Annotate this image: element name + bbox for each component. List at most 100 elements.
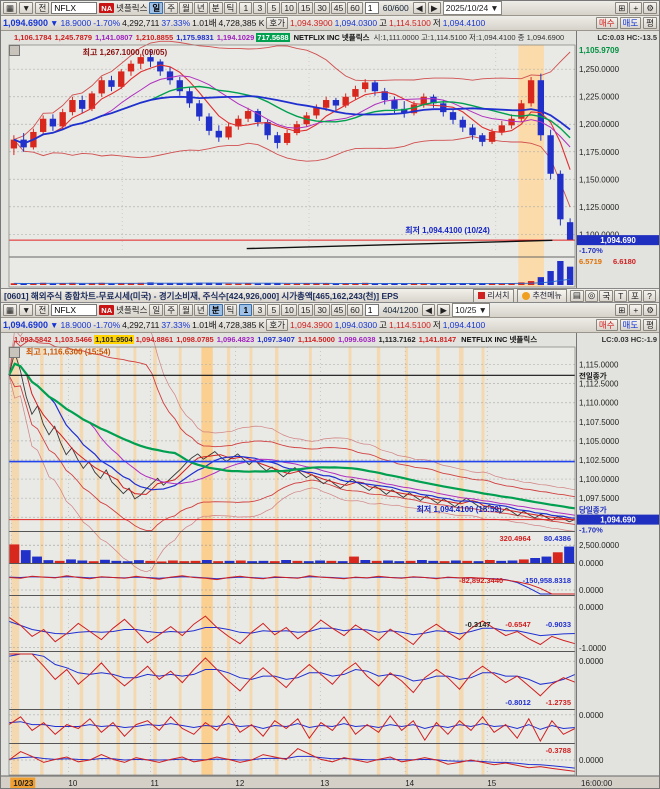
window-menu-icon[interactable]: ▦ <box>3 2 18 14</box>
interval-button[interactable]: 60 <box>347 2 363 14</box>
interval-button[interactable]: 5 <box>267 304 281 316</box>
daily-chart-panel[interactable]: 1,106.1784 1,245.7879 1,141.0807 1,210.8855… <box>1 31 659 288</box>
window-menu-icon[interactable]: ▦ <box>3 304 18 316</box>
daily-chart-canvas[interactable]: 1,250.0000 1,225.0000 1,200.0000 1,175.0000… <box>1 31 659 288</box>
interval-button[interactable]: 15 <box>297 2 314 14</box>
period-button[interactable]: 월 <box>179 2 193 14</box>
chart-text: 1,100.0000 <box>579 475 620 484</box>
multi-chart-icon[interactable]: ⊞ <box>615 304 629 316</box>
multi-chart-icon[interactable]: ⊞ <box>615 2 629 14</box>
interval-button[interactable]: 5 <box>267 2 281 14</box>
menu-dropdown-icon[interactable]: ▼ <box>19 304 34 316</box>
period-button[interactable]: 주 <box>164 2 179 14</box>
sell-button[interactable]: 매도 <box>619 319 642 331</box>
chart-text: 1,107.5000 <box>579 418 620 427</box>
chart-line <box>13 136 571 208</box>
period-button[interactable]: 일 <box>149 304 164 316</box>
period-button[interactable]: 년 <box>193 2 208 14</box>
chart-line <box>8 615 576 646</box>
pyeong-button[interactable]: 평 <box>643 319 657 331</box>
buy-button[interactable]: 매수 <box>595 319 618 331</box>
interval-input[interactable] <box>364 2 379 14</box>
settings-icon[interactable]: ⚙ <box>643 304 657 316</box>
chart-text: 1,097.5000 <box>579 494 620 503</box>
help-icon[interactable]: ? <box>643 289 656 302</box>
settings-icon[interactable]: ⚙ <box>643 2 657 14</box>
volume-value: 4,292,711 <box>122 18 160 28</box>
period-button[interactable]: 주 <box>164 304 179 316</box>
interval-button[interactable]: 1 <box>239 2 253 14</box>
period-button[interactable]: 년 <box>193 304 208 316</box>
period-button[interactable]: 틱 <box>223 304 238 316</box>
period-button[interactable]: 일 <box>149 2 164 14</box>
chart-text: 1,110.0000 <box>579 399 619 408</box>
interval-button[interactable]: 10 <box>281 304 297 316</box>
crosshair-icon[interactable]: + <box>629 2 643 14</box>
date-picker[interactable]: 2025/10/24 ▼ <box>442 1 502 15</box>
interval-button[interactable]: 30 <box>314 304 330 316</box>
symbol-input[interactable] <box>51 2 98 14</box>
chart-menu-chip[interactable] <box>9 45 20 56</box>
jeon-button[interactable]: 전 <box>35 2 50 14</box>
buy-button[interactable]: 매수 <box>595 17 618 29</box>
symbol-input[interactable] <box>51 304 98 316</box>
pyeong-button[interactable]: 평 <box>643 17 657 29</box>
chart-text: 1,112.5000 <box>579 380 619 389</box>
period-button[interactable]: 분 <box>208 2 223 14</box>
kr-lang-icon[interactable]: 국 <box>599 289 614 302</box>
chart-text: -150,958.8318 <box>523 576 571 585</box>
scroll-right-icon[interactable]: ▶ <box>437 304 451 316</box>
menu-dropdown-icon[interactable]: ▼ <box>19 2 34 14</box>
jeon-button[interactable]: 전 <box>35 304 50 316</box>
scroll-right-icon[interactable]: ▶ <box>427 2 441 14</box>
calendar-dropdown-icon[interactable]: ▼ <box>478 305 487 315</box>
chart-text: 0.0000 <box>579 559 604 568</box>
hoga-button[interactable]: 호가 <box>266 17 289 29</box>
chart-line <box>8 333 576 491</box>
status-text: [0601] 해외주식 종합차트-무료시세(미국) - 경기소비재, 주식수[4… <box>4 290 399 301</box>
interval-button[interactable]: 45 <box>330 304 347 316</box>
intraday-chart-canvas[interactable]: 1,115.0000 1,112.5000 1,110.0000 1,107.5000… <box>1 333 659 789</box>
interval-button[interactable]: 15 <box>297 304 314 316</box>
scroll-left-icon[interactable]: ◀ <box>422 304 436 316</box>
zoom-icon[interactable]: ◎ <box>584 289 599 302</box>
low-label: 저 <box>432 18 441 28</box>
interval-button[interactable]: 3 <box>253 304 267 316</box>
panel-layout-icon[interactable]: ▤ <box>569 289 584 302</box>
interval-button[interactable]: 60 <box>347 304 363 316</box>
hoga-button[interactable]: 호가 <box>266 319 289 331</box>
interval-button[interactable]: 30 <box>314 2 330 14</box>
chart-text: -0.3147 <box>465 620 490 629</box>
interval-input[interactable] <box>364 304 379 316</box>
interval-button[interactable]: 45 <box>330 2 347 14</box>
research-button[interactable]: 리서치 <box>473 289 515 302</box>
chart-text: -0.6547 <box>505 620 530 629</box>
recommend-menu-button[interactable]: 추천메뉴 <box>517 289 567 302</box>
ask-price: 1,094.0300 <box>334 320 378 330</box>
intraday-chart-panel[interactable]: 1,093.5842 1,103.5466 1,101.9504 1,094.8861… <box>1 333 659 789</box>
period-button[interactable]: 분 <box>208 304 223 316</box>
interval-button[interactable]: 10 <box>281 2 297 14</box>
chart-line <box>8 653 576 685</box>
period-button[interactable]: 월 <box>179 304 193 316</box>
sell-button[interactable]: 매도 <box>619 17 642 29</box>
chart-text: 1,094.690 <box>600 236 636 245</box>
calendar-dropdown-icon[interactable]: ▼ <box>490 3 499 13</box>
chart-text: 0.0000 <box>579 586 604 595</box>
change-arrow-icon: ▼ <box>50 18 59 28</box>
text-tool-icon[interactable]: T <box>614 289 628 302</box>
crosshair-icon[interactable]: + <box>629 304 643 316</box>
scroll-left-icon[interactable]: ◀ <box>412 2 426 14</box>
date-picker[interactable]: 10/25 ▼ <box>452 303 490 317</box>
chart-text: -1.70% <box>579 526 603 535</box>
period-button[interactable]: 틱 <box>223 2 238 14</box>
chart-text: -0.3788 <box>546 746 571 755</box>
bid-price: 1,094.3900 <box>290 18 333 28</box>
interval-button[interactable]: 1 <box>239 304 253 316</box>
chart-text: 전일종가 <box>579 370 607 380</box>
chart-menu-chip[interactable] <box>9 347 20 358</box>
chart-text: 80.4386 <box>544 534 571 543</box>
capture-icon[interactable]: 포 <box>628 289 642 302</box>
interval-button[interactable]: 3 <box>253 2 267 14</box>
